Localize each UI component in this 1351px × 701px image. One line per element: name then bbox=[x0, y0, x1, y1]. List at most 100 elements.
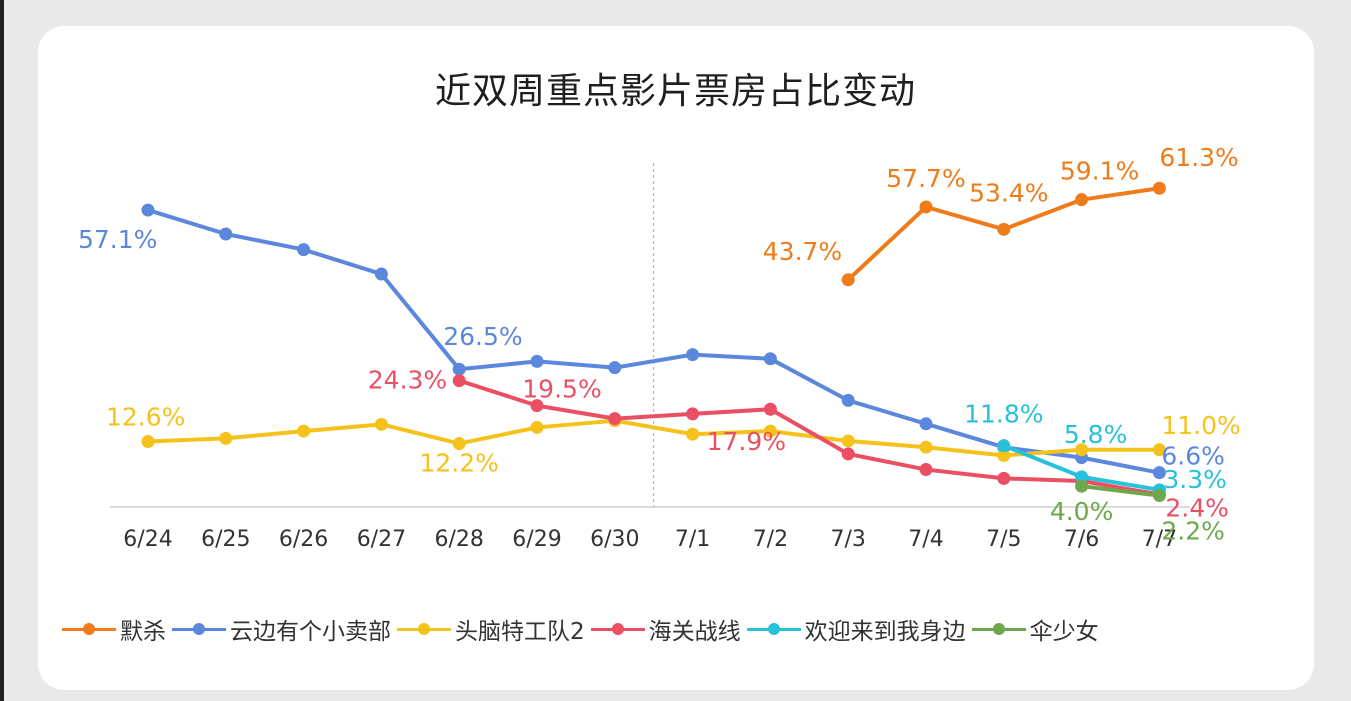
data-point bbox=[686, 407, 700, 421]
x-tick-label: 7/5 bbox=[986, 527, 1021, 552]
data-point bbox=[919, 463, 933, 477]
data-label: 19.5% bbox=[522, 375, 601, 404]
legend-item[interactable]: 头脑特工队2 bbox=[397, 612, 585, 646]
series-points bbox=[141, 181, 1166, 503]
data-point bbox=[919, 200, 933, 214]
data-point bbox=[452, 437, 466, 451]
data-point bbox=[997, 439, 1011, 453]
data-label: 11.0% bbox=[1161, 411, 1240, 440]
legend-label: 头脑特工队2 bbox=[455, 619, 585, 645]
series-line-3 bbox=[457, 378, 1162, 497]
data-point bbox=[530, 354, 544, 368]
data-label: 53.4% bbox=[969, 178, 1048, 207]
legend-swatch bbox=[397, 622, 451, 636]
legend-swatch bbox=[590, 622, 645, 636]
legend-swatch bbox=[971, 622, 1026, 636]
data-label: 11.8% bbox=[964, 400, 1043, 429]
x-tick-label: 7/4 bbox=[908, 527, 943, 552]
data-point bbox=[1075, 479, 1089, 493]
x-tick-label: 6/24 bbox=[123, 527, 172, 552]
data-labels: 43.7%57.7% 53.4%59.1% 61.3%57.1%26.5%6.6%1… bbox=[78, 143, 1241, 545]
x-tick-label: 6/27 bbox=[357, 527, 406, 552]
data-point bbox=[1075, 470, 1089, 484]
x-tick-label: 6/28 bbox=[434, 527, 483, 552]
window-edge bbox=[0, 0, 4, 701]
data-label: 3.3% bbox=[1163, 465, 1227, 494]
data-label: 12.6% bbox=[106, 402, 185, 431]
data-point bbox=[841, 273, 855, 287]
data-point bbox=[919, 417, 933, 431]
data-point bbox=[997, 222, 1011, 236]
x-tick-label: 7/2 bbox=[753, 527, 788, 552]
x-tick-label: 6/26 bbox=[279, 527, 328, 552]
legend-swatch bbox=[172, 622, 226, 636]
data-point bbox=[763, 352, 777, 366]
legend-label: 默杀 bbox=[120, 619, 166, 645]
chart-title: 近双周重点影片票房占比变动 bbox=[434, 71, 916, 112]
legend-item[interactable]: 欢迎来到我身边 bbox=[746, 612, 966, 646]
data-point bbox=[919, 440, 933, 454]
data-point bbox=[763, 402, 777, 416]
data-label: 26.5% bbox=[443, 322, 522, 351]
data-point bbox=[997, 471, 1011, 485]
legend-label: 伞少女 bbox=[1029, 619, 1099, 645]
data-point bbox=[1152, 466, 1166, 480]
data-label: 57.1% bbox=[78, 225, 157, 254]
data-point bbox=[530, 399, 544, 413]
data-point bbox=[841, 393, 855, 407]
data-label: 57.7% bbox=[886, 164, 965, 193]
data-label: 17.9% bbox=[707, 427, 786, 456]
data-point bbox=[219, 227, 233, 241]
series-line-2 bbox=[146, 418, 1162, 458]
series-line-1 bbox=[146, 208, 1162, 475]
data-point bbox=[1152, 443, 1166, 457]
chart-legend: 默杀 云边有个小卖部 头脑特工队2 海关战线 欢迎来到我身边 伞少女 bbox=[62, 612, 1105, 646]
legend-label: 海关战线 bbox=[648, 619, 741, 645]
data-label: 2.4% bbox=[1165, 494, 1229, 523]
data-label: 59.1% bbox=[1060, 157, 1139, 186]
data-point bbox=[219, 431, 233, 445]
data-label: 5.8% bbox=[1064, 420, 1128, 449]
data-point bbox=[1075, 193, 1089, 207]
series-lines bbox=[146, 186, 1162, 498]
data-point bbox=[1152, 489, 1166, 503]
data-label: 24.3% bbox=[368, 366, 447, 395]
x-tick-label: 7/3 bbox=[830, 527, 865, 552]
data-label: 2.2% bbox=[1161, 517, 1225, 546]
legend-item[interactable]: 伞少女 bbox=[971, 612, 1099, 646]
data-label: 43.7% bbox=[763, 237, 842, 266]
data-point bbox=[686, 427, 700, 441]
data-point bbox=[608, 412, 622, 426]
legend-item[interactable]: 云边有个小卖部 bbox=[172, 612, 391, 646]
x-tick-label: 7/7 bbox=[1142, 527, 1177, 552]
data-point bbox=[374, 417, 388, 431]
data-point bbox=[841, 434, 855, 448]
x-tick-label: 7/6 bbox=[1064, 527, 1099, 552]
legend-item[interactable]: 默杀 bbox=[62, 612, 166, 646]
data-point bbox=[763, 424, 777, 438]
data-point bbox=[997, 449, 1011, 463]
legend-item[interactable]: 海关战线 bbox=[590, 612, 741, 646]
data-point bbox=[686, 348, 700, 362]
data-label: 12.2% bbox=[419, 449, 498, 478]
data-label: 6.6% bbox=[1161, 442, 1225, 471]
x-tick-label: 6/30 bbox=[590, 527, 639, 552]
data-point bbox=[530, 420, 544, 434]
x-tick-label: 6/25 bbox=[201, 527, 250, 552]
data-point bbox=[297, 424, 311, 438]
data-label: 4.0% bbox=[1050, 497, 1114, 526]
legend-label: 欢迎来到我身边 bbox=[804, 619, 966, 645]
data-point bbox=[1075, 443, 1089, 457]
data-point bbox=[608, 361, 622, 375]
series-line-5 bbox=[1079, 484, 1162, 498]
data-point bbox=[452, 374, 466, 388]
data-point bbox=[141, 203, 155, 217]
data-point bbox=[1152, 181, 1166, 195]
data-point bbox=[452, 362, 466, 376]
x-tick-label: 6/29 bbox=[512, 527, 561, 552]
x-tick-label: 7/1 bbox=[675, 527, 710, 552]
data-point bbox=[297, 243, 311, 257]
legend-label: 云边有个小卖部 bbox=[230, 619, 391, 645]
data-point bbox=[841, 447, 855, 461]
